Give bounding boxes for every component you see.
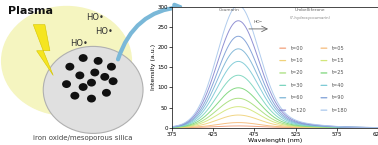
Circle shape	[94, 57, 102, 65]
Polygon shape	[33, 25, 53, 75]
Text: iron oxide/mesoporous silica: iron oxide/mesoporous silica	[33, 135, 133, 141]
Text: t=40: t=40	[332, 83, 344, 88]
Text: HO•: HO•	[87, 13, 104, 22]
Text: Umbelliferone: Umbelliferone	[295, 8, 325, 12]
Text: HO•: HO•	[70, 39, 88, 48]
Circle shape	[90, 69, 99, 76]
Text: Plasma: Plasma	[8, 6, 53, 16]
Circle shape	[102, 89, 111, 97]
Circle shape	[79, 54, 88, 62]
Circle shape	[62, 80, 71, 88]
Circle shape	[79, 83, 88, 91]
Text: t=120: t=120	[290, 108, 306, 113]
X-axis label: Wavelength (nm): Wavelength (nm)	[248, 138, 302, 143]
FancyArrowPatch shape	[118, 5, 180, 59]
Circle shape	[108, 77, 118, 85]
Ellipse shape	[2, 7, 132, 115]
Y-axis label: Intensity (a.u.): Intensity (a.u.)	[151, 44, 156, 90]
Text: t=90: t=90	[332, 95, 344, 100]
Text: HO•: HO•	[254, 20, 263, 25]
Text: t=10: t=10	[290, 58, 303, 63]
Circle shape	[70, 92, 79, 100]
Text: t=25: t=25	[332, 70, 344, 75]
Circle shape	[65, 63, 74, 71]
Text: t=20: t=20	[290, 70, 303, 75]
Circle shape	[75, 71, 84, 79]
Circle shape	[100, 73, 109, 81]
Circle shape	[107, 63, 116, 71]
Text: HO•: HO•	[95, 27, 113, 36]
Text: Coumarin: Coumarin	[219, 8, 240, 12]
Text: t=60: t=60	[290, 95, 303, 100]
Circle shape	[87, 79, 96, 87]
Text: t=30: t=30	[290, 83, 303, 88]
Text: t=05: t=05	[332, 46, 344, 51]
Circle shape	[87, 95, 96, 103]
Text: t=180: t=180	[332, 108, 347, 113]
Text: (7-hydroxycoumarin): (7-hydroxycoumarin)	[290, 16, 331, 20]
Circle shape	[43, 46, 143, 133]
Text: t=00: t=00	[290, 46, 303, 51]
Text: t=15: t=15	[332, 58, 344, 63]
